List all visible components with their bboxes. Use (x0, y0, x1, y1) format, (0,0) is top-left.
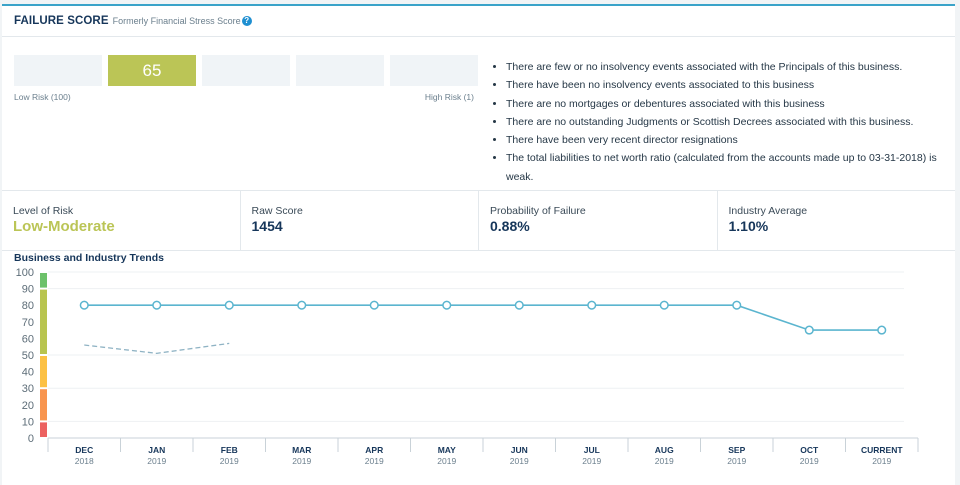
x-tick-month: SEP (728, 445, 745, 455)
commentary-item: There are no outstanding Judgments or Sc… (506, 113, 960, 131)
score-segment (390, 55, 478, 86)
card-header: FAILURE SCORE Formerly Financial Stress … (2, 6, 955, 37)
data-point-marker[interactable] (732, 300, 742, 310)
y-tick-label: 80 (22, 300, 34, 312)
score-segment (202, 55, 290, 86)
low-risk-label: Low Risk (100) (14, 92, 71, 102)
x-tick-year: 2019 (727, 456, 746, 466)
risk-band (40, 422, 47, 437)
data-point-marker[interactable] (877, 325, 887, 335)
data-point-marker[interactable] (804, 325, 814, 335)
risk-band (40, 356, 47, 388)
x-tick-month: JUN (511, 445, 528, 455)
y-tick-label: 70 (22, 317, 34, 329)
data-point-marker[interactable] (514, 300, 524, 310)
data-point-marker[interactable] (659, 300, 669, 310)
commentary-item: There are few or no insolvency events as… (506, 58, 960, 76)
score-summary: 65 Low Risk (100) High Risk (1) There ar… (2, 38, 955, 190)
y-tick-label: 100 (16, 267, 34, 279)
data-point-marker[interactable] (442, 300, 452, 310)
y-tick-label: 50 (22, 350, 34, 362)
metric-value: Low-Moderate (13, 218, 115, 235)
x-tick-year: 2019 (510, 456, 529, 466)
metric-label: Raw Score (251, 205, 303, 217)
business-series-line (84, 304, 882, 331)
metric-label: Probability of Failure (490, 205, 586, 217)
x-tick-month: JUL (584, 445, 600, 455)
trends-title: Business and Industry Trends (14, 252, 164, 264)
commentary-item: The total liabilities to net worth ratio… (506, 149, 960, 186)
x-tick-year: 2019 (220, 456, 239, 466)
x-tick-month: CURRENT (861, 445, 903, 455)
metric-probability-of-failure: Probability of Failure 0.88% (479, 191, 718, 250)
x-tick-month: APR (365, 445, 383, 455)
metric-label: Industry Average (728, 205, 808, 217)
x-tick-year: 2019 (147, 456, 166, 466)
metric-value: 1.10% (728, 218, 769, 234)
card-subtitle: Formerly Financial Stress Score (112, 16, 241, 26)
x-tick-month: AUG (655, 445, 674, 455)
metric-level-of-risk: Level of Risk Low-Moderate (2, 191, 241, 250)
data-point-marker[interactable] (587, 300, 597, 310)
x-tick-year: 2019 (872, 456, 891, 466)
data-point-marker[interactable] (152, 300, 162, 310)
commentary-list: There are few or no insolvency events as… (492, 58, 960, 186)
metric-value: 1454 (251, 218, 283, 234)
risk-band (40, 273, 47, 288)
x-tick-month: OCT (800, 445, 819, 455)
x-tick-month: MAR (292, 445, 311, 455)
x-tick-year: 2019 (655, 456, 674, 466)
score-scale: 65 (14, 55, 478, 86)
card-title: FAILURE SCORE (14, 15, 109, 27)
y-tick-label: 90 (22, 284, 34, 296)
metric-industry-average: Industry Average 1.10% (718, 191, 956, 250)
high-risk-label: High Risk (1) (424, 92, 474, 102)
x-tick-month: JAN (148, 445, 165, 455)
risk-band (40, 289, 47, 354)
data-point-marker[interactable] (79, 300, 89, 310)
data-point-marker[interactable] (369, 300, 379, 310)
metric-raw-score: Raw Score 1454 (241, 191, 479, 250)
y-tick-label: 40 (22, 367, 34, 379)
failure-score-card: FAILURE SCORE Formerly Financial Stress … (2, 4, 955, 485)
data-point-marker[interactable] (297, 300, 307, 310)
question-circle-icon[interactable]: ? (241, 16, 252, 26)
x-tick-year: 2018 (75, 456, 94, 466)
score-segment (296, 55, 384, 86)
y-tick-label: 60 (22, 333, 34, 345)
industry-series-line (84, 342, 230, 354)
x-tick-month: MAY (438, 445, 456, 455)
y-tick-label: 30 (22, 383, 34, 395)
y-tick-label: 0 (28, 433, 34, 445)
x-tick-year: 2019 (292, 456, 311, 466)
x-tick-year: 2019 (437, 456, 456, 466)
commentary-item: There are no mortgages or debentures ass… (506, 95, 960, 113)
x-tick-month: DEC (75, 445, 93, 455)
x-tick-month: FEB (221, 445, 238, 455)
x-tick-year: 2019 (365, 456, 384, 466)
y-tick-label: 10 (22, 416, 34, 428)
commentary-item: There have been very recent director res… (506, 131, 960, 149)
y-tick-label: 20 (22, 400, 34, 412)
data-point-marker[interactable] (224, 300, 234, 310)
metric-value: 0.88% (490, 218, 530, 234)
x-tick-year: 2019 (800, 456, 819, 466)
score-segment-active: 65 (108, 55, 196, 86)
x-tick-year: 2019 (582, 456, 601, 466)
commentary-item: There have been no insolvency events ass… (506, 76, 960, 94)
metric-label: Level of Risk (13, 205, 74, 217)
risk-band (40, 389, 47, 421)
score-segment (14, 55, 102, 86)
metrics-row: Level of Risk Low-Moderate Raw Score 145… (2, 190, 955, 251)
